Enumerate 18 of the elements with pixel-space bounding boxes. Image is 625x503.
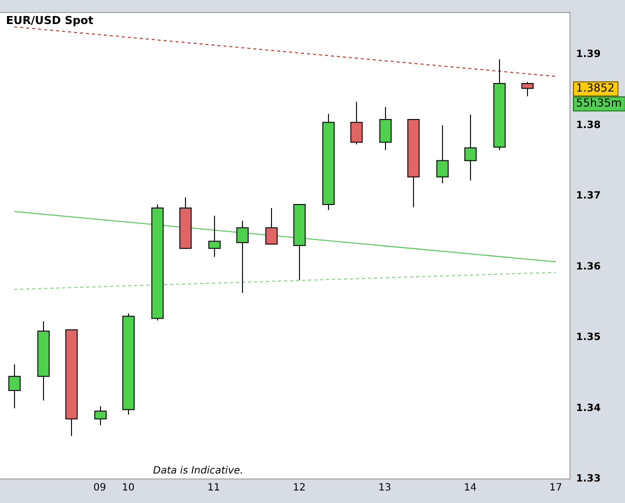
x-tick-label: 11 — [207, 482, 220, 494]
y-tick-label: 1.37 — [576, 190, 601, 202]
y-tick-label: 1.36 — [576, 261, 601, 272]
text: 1.3852 — [576, 81, 614, 94]
text: 55h35m — [576, 96, 622, 110]
y-tick-label: 1.39 — [576, 49, 601, 60]
chart-title: EUR/USD Spot — [6, 14, 94, 27]
y-tick-label: 1.35 — [576, 332, 601, 344]
x-tick-label: 13 — [378, 482, 392, 494]
x-tick-label: 10 — [122, 482, 135, 494]
x-tick-label: 17 — [549, 482, 562, 494]
x-tick-label: 14 — [464, 482, 477, 494]
x-tick-label: 09 — [93, 482, 106, 494]
y-tick-label: 1.33 — [576, 474, 601, 485]
y-tick-label: 1.38 — [576, 120, 601, 131]
annotation: Data is Indicative. — [153, 466, 244, 477]
y-tick-label: 1.34 — [576, 402, 601, 414]
x-tick-label: 12 — [292, 482, 306, 494]
